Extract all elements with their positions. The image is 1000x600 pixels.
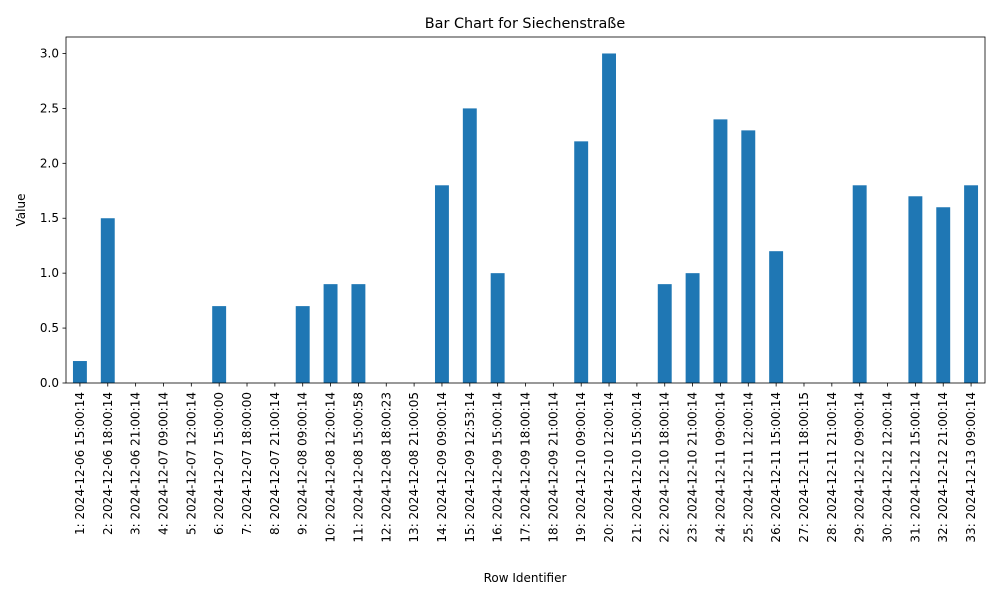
bar: [72, 361, 87, 383]
x-tick-label: 9: 2024-12-08 09:00:14: [296, 392, 310, 535]
x-tick-label: 16: 2024-12-09 15:00:14: [491, 392, 505, 543]
x-tick-label: 6: 2024-12-07 15:00:00: [212, 392, 226, 535]
bar: [323, 284, 338, 383]
y-tick-label: 1.5: [40, 211, 59, 225]
bar: [657, 284, 672, 383]
bar: [769, 251, 784, 383]
x-tick-label: 17: 2024-12-09 18:00:14: [519, 392, 533, 543]
x-tick-label: 14: 2024-12-09 09:00:14: [435, 392, 449, 543]
bar: [490, 273, 505, 383]
x-tick-label: 4: 2024-12-07 09:00:14: [156, 392, 170, 535]
x-tick-label: 28: 2024-12-11 21:00:14: [825, 392, 839, 543]
x-tick-label: 20: 2024-12-10 12:00:14: [602, 392, 616, 543]
x-tick-label: 21: 2024-12-10 15:00:14: [630, 392, 644, 543]
bar: [574, 141, 589, 383]
x-tick-label: 26: 2024-12-11 15:00:14: [769, 392, 783, 543]
x-tick-label: 32: 2024-12-12 21:00:14: [936, 392, 950, 543]
bar: [212, 306, 227, 383]
y-tick-label: 0.5: [40, 321, 59, 335]
y-axis-title: Value: [14, 194, 28, 227]
x-tick-label: 23: 2024-12-10 21:00:14: [686, 392, 700, 543]
x-tick-label: 24: 2024-12-11 09:00:14: [713, 392, 727, 543]
bar: [434, 185, 449, 383]
x-tick-label: 5: 2024-12-07 12:00:14: [184, 392, 198, 535]
y-tick-label: 2.0: [40, 156, 59, 170]
plot-frame: [65, 36, 986, 384]
bar: [602, 53, 616, 383]
bar: [351, 284, 366, 383]
x-tick-label: 29: 2024-12-12 09:00:14: [853, 392, 867, 543]
bar: [685, 273, 700, 383]
bar: [908, 196, 923, 383]
y-tick-label: 1.0: [40, 266, 59, 280]
x-tick-label: 2: 2024-12-06 18:00:14: [101, 392, 115, 535]
x-tick-label: 12: 2024-12-08 18:00:23: [379, 392, 393, 543]
x-tick-label: 33: 2024-12-13 09:00:14: [964, 392, 978, 543]
bar: [936, 207, 951, 383]
x-tick-label: 25: 2024-12-11 12:00:14: [741, 392, 755, 543]
x-tick-label: 13: 2024-12-08 21:00:05: [407, 392, 421, 543]
x-axis: 1: 2024-12-06 15:00:14 2: 2024-12-06 18:0…: [73, 383, 978, 543]
y-tick-label: 2.5: [40, 101, 59, 115]
chart-title: Bar Chart for Siechenstraße: [425, 16, 626, 32]
x-tick-label: 7: 2024-12-07 18:00:00: [240, 392, 254, 535]
bar: [462, 108, 477, 384]
x-tick-label: 3: 2024-12-06 21:00:14: [129, 392, 143, 535]
x-tick-label: 8: 2024-12-07 21:00:14: [268, 392, 282, 535]
bar: [713, 119, 728, 383]
bar: [295, 306, 310, 383]
x-tick-label: 30: 2024-12-12 12:00:14: [881, 392, 895, 543]
x-tick-label: 1: 2024-12-06 15:00:14: [73, 392, 87, 535]
x-tick-label: 15: 2024-12-09 12:53:14: [463, 392, 477, 543]
y-tick-label: 0.0: [40, 376, 59, 390]
x-tick-label: 31: 2024-12-12 15:00:14: [908, 392, 922, 543]
x-tick-label: 11: 2024-12-08 15:00:58: [351, 392, 365, 543]
bar: [741, 130, 756, 383]
y-axis: 0.0 0.5 1.0 1.5 2.0 2.5 3.0: [40, 46, 66, 390]
bars-group: [72, 53, 979, 384]
x-tick-label: 22: 2024-12-10 18:00:14: [658, 392, 672, 543]
x-axis-title: Row Identifier: [484, 571, 567, 585]
y-tick-label: 3.0: [40, 46, 59, 60]
x-tick-label: 10: 2024-12-08 12:00:14: [324, 392, 338, 543]
x-tick-label: 27: 2024-12-11 18:00:15: [797, 392, 811, 543]
x-tick-label: 18: 2024-12-09 21:00:14: [546, 392, 560, 543]
bar: [964, 185, 979, 383]
bar: [100, 218, 115, 383]
x-tick-label: 19: 2024-12-10 09:00:14: [574, 392, 588, 543]
bar: [852, 185, 867, 383]
